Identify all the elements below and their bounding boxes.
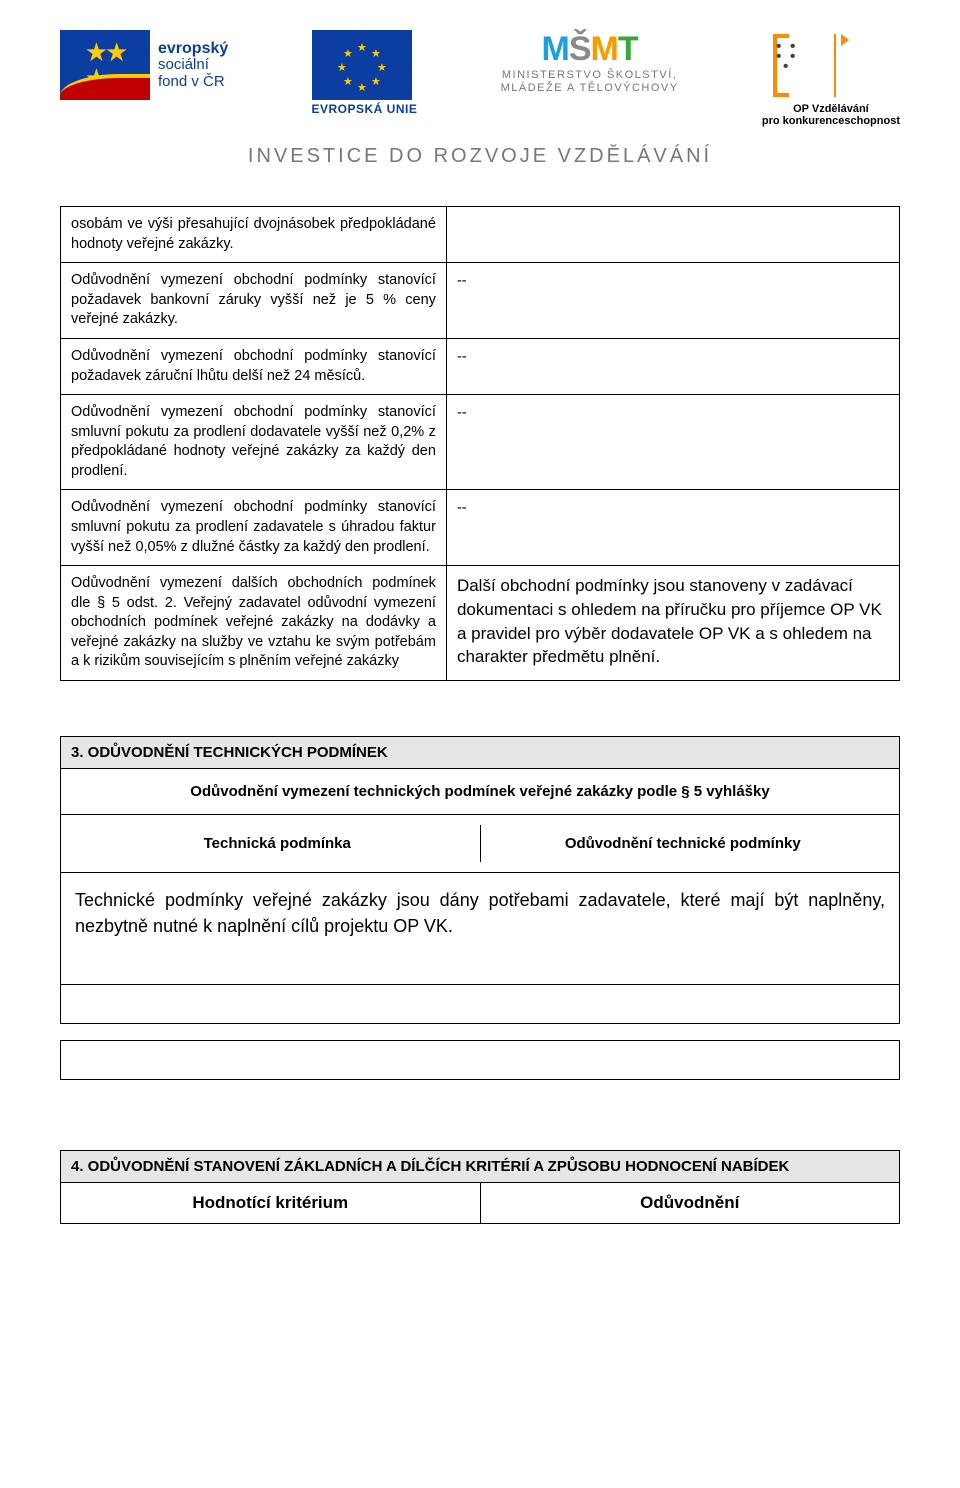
table-cell-right [446, 207, 899, 263]
table-cell-right: -- [446, 490, 899, 566]
msmt-line1: MINISTERSTVO ŠKOLSTVÍ, [501, 69, 679, 82]
esf-logo: ★★★ evropský sociální fond v ČR [60, 30, 228, 100]
table-cell-right: -- [446, 263, 899, 339]
table-cell-right: Další obchodní podmínky jsou stanoveny v… [446, 566, 899, 681]
msmt-line2: MLÁDEŽE A TĚLOVÝCHOVY [501, 82, 679, 95]
eu-caption: EVROPSKÁ UNIE [312, 102, 418, 116]
msmt-logo-icon: MŠMT [501, 30, 679, 69]
eu-flag-icon: ★ ★ ★ ★ ★ ★ ★ ★ [312, 30, 412, 100]
section3-empty-box [60, 1040, 900, 1080]
table-row: Odůvodnění vymezení obchodní podmínky st… [61, 490, 900, 566]
section4-col-left: Hodnotící kritérium [61, 1183, 481, 1223]
esf-flag-icon: ★★★ [60, 30, 150, 100]
table-row: Odůvodnění vymezení obchodní podmínky st… [61, 395, 900, 490]
msmt-logo: MŠMT MINISTERSTVO ŠKOLSTVÍ, MLÁDEŽE A TĚ… [501, 30, 679, 95]
table-cell-left: Odůvodnění vymezení obchodní podmínky st… [61, 339, 447, 395]
section4-columns: Hodnotící kritérium Odůvodnění [60, 1183, 900, 1224]
esf-line1: evropský [158, 40, 228, 57]
table-cell-left: Odůvodnění vymezení obchodní podmínky st… [61, 263, 447, 339]
table-cell-left: osobám ve výši přesahující dvojnásobek p… [61, 207, 447, 263]
table-cell-right: -- [446, 395, 899, 490]
section3-heading: 3. ODŮVODNĚNÍ TECHNICKÝCH PODMÍNEK [60, 736, 900, 769]
header-logos: ★★★ evropský sociální fond v ČR ★ ★ ★ ★ … [60, 30, 900, 127]
table-cell-left: Odůvodnění vymezení obchodní podmínky st… [61, 395, 447, 490]
eu-logo: ★ ★ ★ ★ ★ ★ ★ ★ EVROPSKÁ UNIE [312, 30, 418, 116]
opvk-line1: OP Vzdělávání [793, 103, 869, 115]
table-row: Odůvodnění vymezení dalších obchodních p… [61, 566, 900, 681]
section3-empty-row [61, 985, 899, 1023]
section4-heading: 4. ODŮVODNĚNÍ STANOVENÍ ZÁKLADNÍCH A DÍL… [60, 1150, 900, 1183]
section3-body: Technické podmínky veřejné zakázky jsou … [61, 873, 899, 985]
table-row: Odůvodnění vymezení obchodní podmínky st… [61, 263, 900, 339]
slogan: INVESTICE DO ROZVOJE VZDĚLÁVÁNÍ [60, 145, 900, 168]
table-cell-left: Odůvodnění vymezení dalších obchodních p… [61, 566, 447, 681]
table-cell-left: Odůvodnění vymezení obchodní podmínky st… [61, 490, 447, 566]
table-row: osobám ve výši přesahující dvojnásobek p… [61, 207, 900, 263]
opvk-line2: pro konkurenceschopnost [762, 115, 900, 127]
section3-col-left: Technická podmínka [75, 825, 481, 862]
section3-col-right: Odůvodnění technické podmínky [481, 825, 886, 862]
table-cell-right: -- [446, 339, 899, 395]
esf-line3: fond v ČR [158, 74, 228, 91]
section3-title: Odůvodnění vymezení technických podmínek… [61, 769, 899, 815]
opvk-logo: • •• •• OP Vzdělávání pro konkurencescho… [762, 30, 900, 127]
section4-col-right: Odůvodnění [481, 1183, 900, 1223]
section3-box: Odůvodnění vymezení technických podmínek… [60, 769, 900, 1024]
section3-columns: Technická podmínka Odůvodnění technické … [61, 815, 899, 873]
opvk-logo-icon: • •• •• [762, 30, 847, 100]
table-row: Odůvodnění vymezení obchodní podmínky st… [61, 339, 900, 395]
conditions-table: osobám ve výši přesahující dvojnásobek p… [60, 206, 900, 681]
esf-line2: sociální [158, 57, 228, 74]
